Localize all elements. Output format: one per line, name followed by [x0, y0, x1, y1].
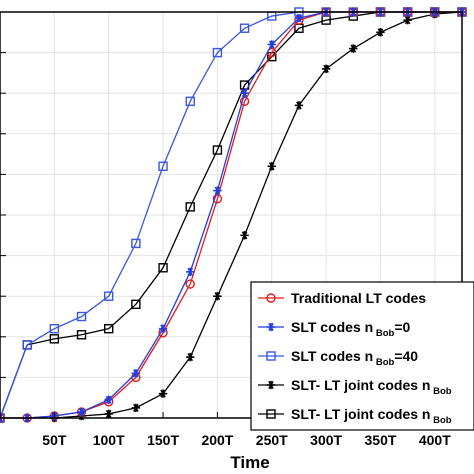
legend-label: SLT codes n Bob=0 — [291, 319, 410, 339]
data-point — [239, 23, 250, 33]
x-tick-label: 350T — [365, 432, 397, 448]
x-tick-label: 50T — [42, 432, 67, 448]
legend-item: SLT- LT joint codes n Bob — [258, 377, 452, 397]
legend-item: SLT- LT joint codes n Bob — [258, 406, 452, 426]
data-point — [376, 28, 385, 37]
legend-label: SLT- LT joint codes n Bob — [291, 377, 452, 397]
x-tick-label: 150T — [147, 432, 179, 448]
x-tick-label: 200T — [201, 432, 233, 448]
legend-box — [250, 281, 474, 431]
data-point — [349, 44, 358, 53]
data-point — [266, 293, 276, 303]
legend-label: SLT- LT joint codes n Bob — [291, 406, 452, 426]
data-point — [49, 323, 60, 334]
data-point — [158, 324, 168, 333]
legend-label: Traditional LT codes — [291, 290, 426, 306]
data-point — [131, 369, 141, 378]
data-point — [186, 267, 195, 277]
legend-item: Traditional LT codes — [258, 290, 426, 306]
data-point — [212, 47, 223, 58]
legend-item: SLT codes n Bob=0 — [258, 319, 410, 339]
data-point — [185, 96, 195, 107]
data-point — [267, 162, 276, 171]
x-tick-label: 300T — [310, 432, 342, 448]
series-line — [0, 11, 463, 419]
legend-label: SLT codes n Bob=40 — [291, 348, 418, 368]
data-point — [131, 403, 141, 413]
x-tick-label: 100T — [93, 432, 125, 448]
data-point — [76, 330, 87, 340]
legend-item: SLT codes n Bob=40 — [258, 348, 418, 368]
data-point — [266, 380, 276, 390]
data-point — [294, 13, 304, 23]
data-point — [213, 186, 222, 195]
data-point — [186, 352, 195, 362]
data-point — [49, 334, 60, 344]
data-point — [104, 323, 114, 334]
data-point — [212, 145, 223, 155]
data-point — [158, 263, 168, 273]
data-point — [266, 409, 276, 419]
data-point — [240, 231, 249, 240]
data-point — [185, 202, 195, 212]
data-point — [22, 340, 32, 350]
data-point — [403, 15, 412, 25]
x-tick-label: 400T — [419, 432, 451, 448]
data-point — [131, 299, 141, 310]
data-point — [104, 395, 113, 404]
data-point — [294, 101, 304, 110]
data-point — [213, 292, 222, 301]
data-point — [266, 322, 276, 332]
data-point — [321, 64, 331, 74]
x-axis-title: Time — [230, 453, 269, 472]
data-point — [104, 291, 114, 301]
data-point — [76, 311, 87, 322]
legend: Traditional LT codes SLT codes n Bob=0 SLT… — [250, 281, 474, 431]
plot-frame — [0, 11, 463, 419]
data-point — [266, 351, 276, 361]
x-tick-label: 250T — [256, 432, 288, 448]
data-point — [131, 238, 141, 249]
data-point — [185, 279, 195, 289]
data-point — [267, 40, 276, 49]
data-point — [77, 407, 86, 417]
data-point — [158, 389, 168, 398]
data-point — [158, 161, 168, 171]
data-point — [240, 89, 249, 98]
